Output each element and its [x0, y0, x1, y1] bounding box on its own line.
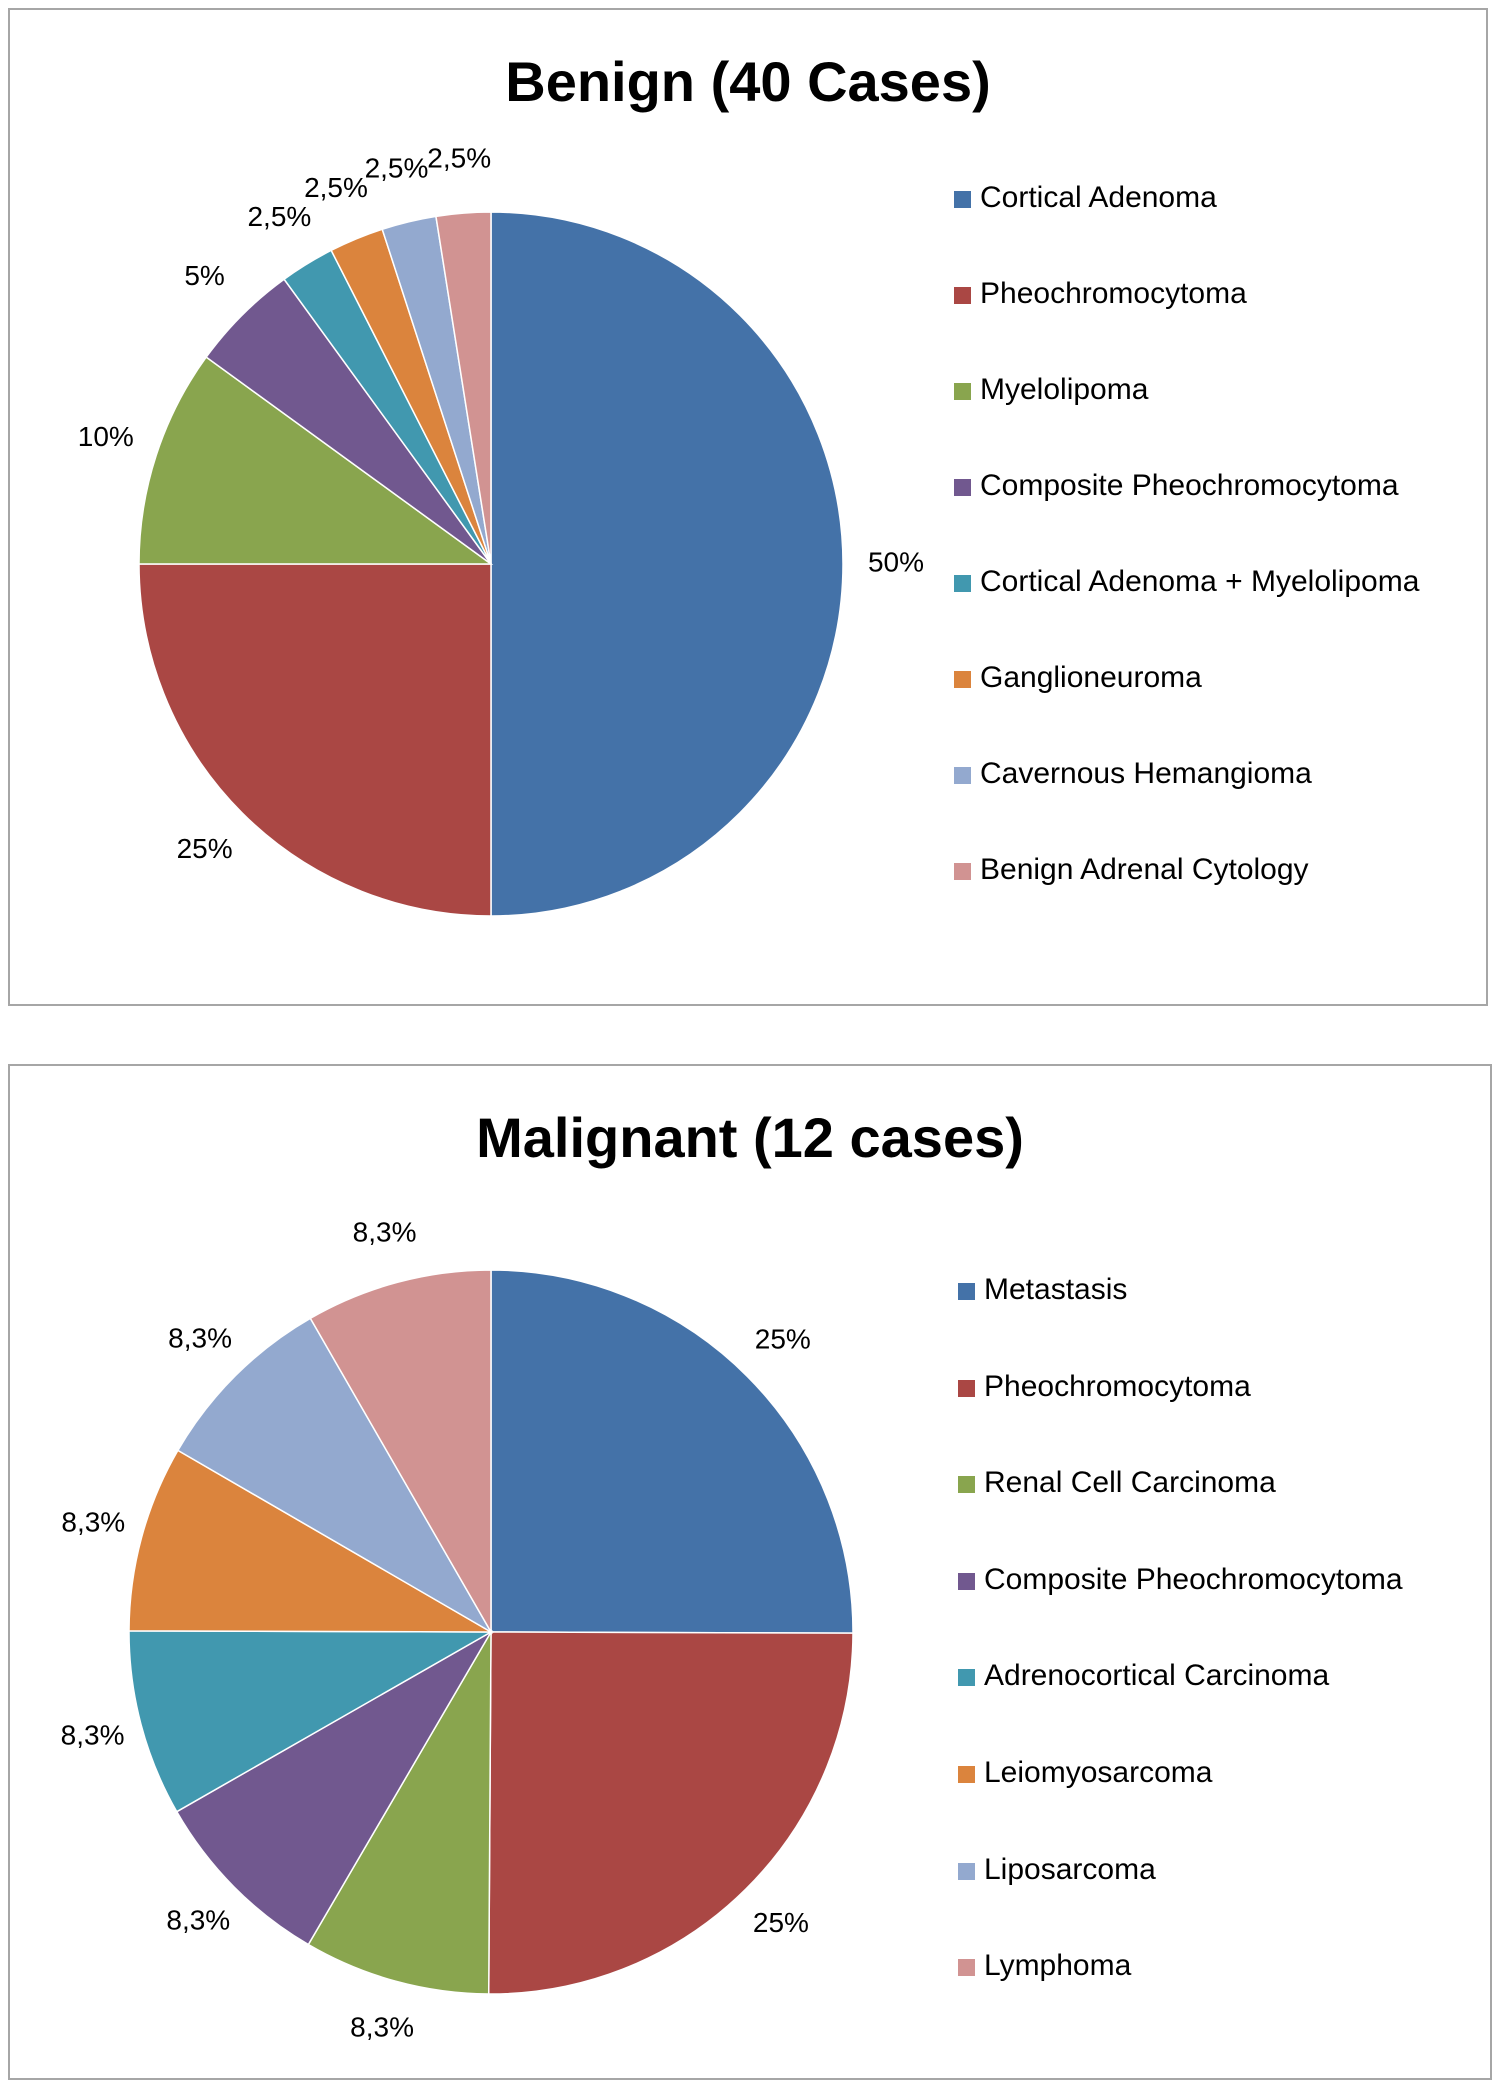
legend-swatch: [954, 863, 971, 880]
legend-label: Leiomyosarcoma: [984, 1755, 1213, 1789]
legend-swatch: [954, 671, 971, 688]
legend-label: Myelolipoma: [980, 373, 1149, 406]
legend-swatch: [958, 1669, 975, 1687]
legend-label: Cortical Adenoma + Myelolipoma: [980, 565, 1420, 598]
legend-swatch: [958, 1379, 975, 1397]
legend-label: Adrenocortical Carcinoma: [984, 1659, 1330, 1693]
legend-label: Composite Pheochromocytoma: [984, 1562, 1403, 1596]
legend-item-leiomyosarcoma: Leiomyosarcoma: [958, 1753, 1403, 1850]
data-label-pheochromocytoma: 25%: [177, 833, 233, 864]
malignant-pie-chart: 25% 25% 8,3% 8,3% 8,3% 8,3% 8,3% 8,3%: [61, 1216, 854, 2043]
legend-label: Composite Pheochromocytoma: [980, 469, 1399, 502]
legend-item-metastasis: Metastasis: [958, 1270, 1403, 1367]
legend-swatch: [954, 383, 971, 400]
benign-pie-chart: 50%25%10%5%2,5%2,5%2,5%2,5%: [78, 143, 924, 917]
data-label-cortical-adenoma: 50%: [868, 546, 924, 577]
chart-title: Benign (40 Cases): [505, 50, 991, 113]
legend-swatch: [958, 1283, 975, 1300]
pie-slice-lymphoma: [309, 1269, 492, 1635]
data-label-pheochromocytoma: 25%: [753, 1907, 809, 1938]
legend-item-pheochromocytoma: Pheochromocytoma: [954, 274, 1419, 370]
pie-slice-leiomyosarcoma: [128, 1449, 494, 1633]
legend-swatch: [954, 191, 971, 208]
legend-item-cortical-adenoma: Cortical Adenoma: [954, 178, 1419, 274]
legend-item-adrenocortical-carcinoma: Adrenocortical Carcinoma: [958, 1656, 1403, 1753]
data-label-renal-cell-carcinoma: 8,3%: [350, 2012, 414, 2043]
benign-legend: Cortical Adenoma Pheochromocytoma Myelolip…: [954, 178, 1419, 946]
legend-label: Cortical Adenoma: [980, 181, 1217, 214]
legend-label: Benign Adrenal Cytology: [980, 853, 1309, 886]
data-label-cavernous-hemangioma: 2,5%: [365, 153, 429, 184]
legend-swatch: [954, 767, 971, 784]
pie-slice-adrenocortical-carcinoma: [128, 1630, 494, 1813]
data-label-adrenocortical-carcinoma: 8,3%: [61, 1720, 125, 1751]
legend-swatch: [958, 1862, 975, 1880]
legend-swatch: [958, 1476, 975, 1494]
legend-item-lymphoma: Lymphoma: [958, 1946, 1403, 2043]
pie-slice-renal-cell-carcinoma: [307, 1629, 492, 1995]
legend-label: Lymphoma: [984, 1949, 1132, 1983]
legend-item-liposarcoma: Liposarcoma: [958, 1850, 1403, 1947]
pie-slice-composite-pheochromocytoma: [175, 1629, 494, 1946]
pie-slice-metastasis: [490, 1269, 854, 1634]
legend-label: Renal Cell Carcinoma: [984, 1466, 1276, 1500]
data-label-myelolipoma: 10%: [78, 421, 134, 452]
data-label-composite-pheochromocytoma: 5%: [184, 260, 224, 291]
legend-swatch: [954, 575, 971, 592]
pie-slice-pheochromocytoma: [138, 563, 492, 917]
legend-item-composite-pheochromocytoma: Composite Pheochromocytoma: [954, 466, 1419, 562]
legend-item-myelolipoma: Myelolipoma: [954, 370, 1419, 466]
data-label-cortical-adenoma-myelolipoma: 2,5%: [247, 201, 311, 232]
data-label-ganglioneuroma: 2,5%: [304, 172, 368, 203]
legend-swatch: [958, 1572, 975, 1590]
data-label-lymphoma: 8,3%: [353, 1216, 417, 1247]
legend-swatch: [954, 287, 971, 304]
legend-item-renal-cell-carcinoma: Renal Cell Carcinoma: [958, 1463, 1403, 1560]
legend-swatch: [958, 1765, 975, 1783]
data-label-liposarcoma: 8,3%: [168, 1323, 232, 1354]
legend-item-pheochromocytoma: Pheochromocytoma: [958, 1367, 1403, 1464]
chart-title: Malignant (12 cases): [476, 1106, 1024, 1169]
pie-slice-liposarcoma: [176, 1317, 494, 1635]
legend-item-cortical-adenoma-myelolipoma: Cortical Adenoma + Myelolipoma: [954, 562, 1419, 658]
legend-item-cavernous-hemangioma: Cavernous Hemangioma: [954, 754, 1419, 850]
legend-label: Pheochromocytoma: [984, 1369, 1251, 1403]
legend-swatch: [954, 479, 971, 496]
data-label-leiomyosarcoma: 8,3%: [61, 1507, 125, 1538]
data-label-metastasis: 25%: [755, 1323, 811, 1354]
benign-chart-panel: Benign (40 Cases) 50% 25% 10% 5% 2,5% 2,5% 2,5…: [8, 8, 1488, 1006]
pie-slice-pheochromocytoma: [487, 1631, 854, 1995]
data-label-composite-pheochromocytoma: 8,3%: [166, 1904, 230, 1935]
legend-label: Pheochromocytoma: [980, 277, 1247, 310]
legend-item-ganglioneuroma: Ganglioneuroma: [954, 658, 1419, 754]
legend-item-composite-pheochromocytoma: Composite Pheochromocytoma: [958, 1560, 1403, 1657]
malignant-chart-panel: Malignant (12 cases) 25% 25% 8,3% 8,3% 8,3% 8…: [8, 1064, 1492, 2080]
pie-slice-cortical-adenoma: [490, 211, 844, 917]
pie-slice-myelolipoma: [138, 356, 494, 565]
legend-label: Cavernous Hemangioma: [980, 757, 1312, 790]
pie-slice-benign-adrenal-cytology: [435, 211, 492, 565]
legend-swatch: [958, 1959, 975, 1977]
legend-label: Liposarcoma: [984, 1852, 1156, 1886]
data-label-benign-adrenal-cytology: 2,5%: [427, 143, 491, 174]
legend-item-benign-adrenal-cytology: Benign Adrenal Cytology: [954, 850, 1419, 946]
legend-label: Ganglioneuroma: [980, 661, 1202, 694]
malignant-legend: Metastasis Pheochromocytoma Renal Cell Car…: [958, 1270, 1403, 2043]
legend-label: Metastasis: [984, 1273, 1128, 1306]
